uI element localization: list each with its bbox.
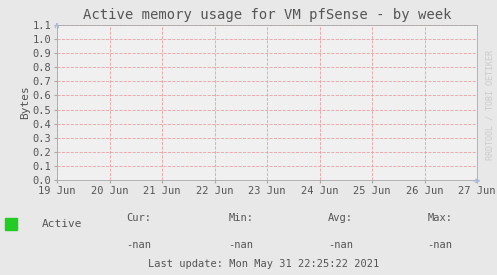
Text: Last update: Mon May 31 22:25:22 2021: Last update: Mon May 31 22:25:22 2021 xyxy=(148,259,379,269)
Title: Active memory usage for VM pfSense - by week: Active memory usage for VM pfSense - by … xyxy=(83,8,451,22)
Text: Min:: Min: xyxy=(229,213,253,223)
Text: Max:: Max: xyxy=(427,213,452,223)
Text: -nan: -nan xyxy=(127,240,152,249)
Text: Active: Active xyxy=(42,219,83,229)
Text: -nan: -nan xyxy=(427,240,452,249)
Text: -nan: -nan xyxy=(229,240,253,249)
Text: Cur:: Cur: xyxy=(127,213,152,223)
Text: -nan: -nan xyxy=(328,240,353,249)
Text: Avg:: Avg: xyxy=(328,213,353,223)
Y-axis label: Bytes: Bytes xyxy=(20,86,30,119)
Text: RRDTOOL / TOBI OETIKER: RRDTOOL / TOBI OETIKER xyxy=(486,50,495,160)
